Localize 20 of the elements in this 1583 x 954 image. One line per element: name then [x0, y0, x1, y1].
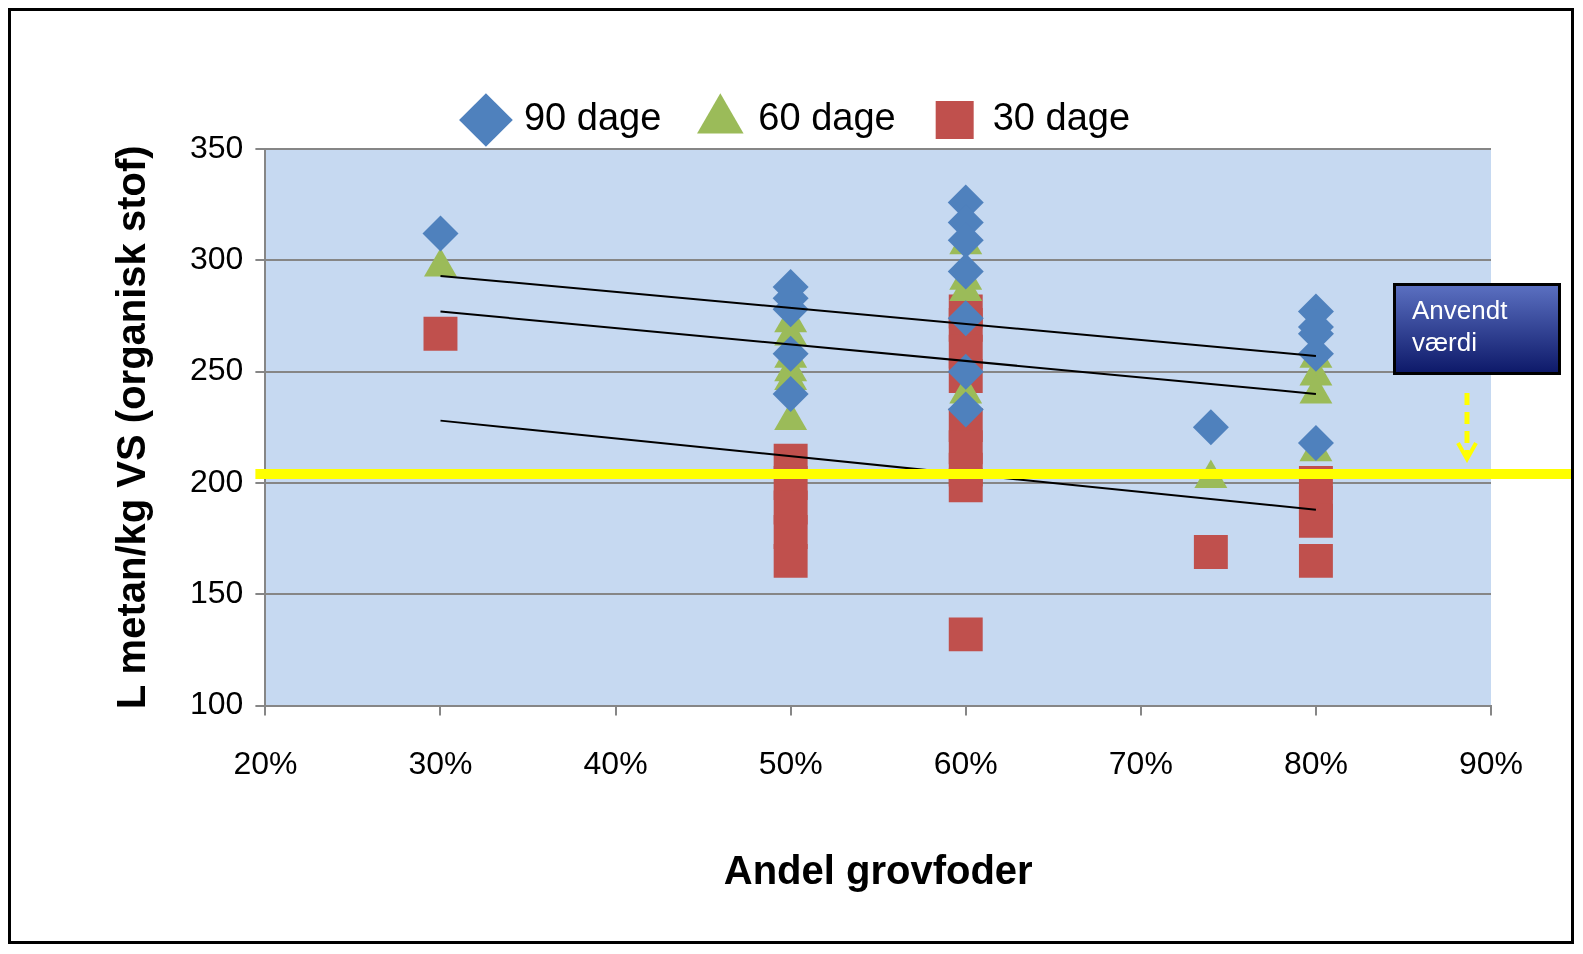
x-tick-label: 90%	[1458, 744, 1524, 781]
y-tick-label: 200	[190, 462, 244, 499]
x-tick-label: 20%	[233, 744, 298, 781]
legend-label: 30 dage	[992, 96, 1131, 139]
annotation: Anvendt værdi	[1393, 283, 1561, 375]
y-axis-title: L metan/kg VS (organisk stof)	[109, 145, 154, 710]
x-tick-label: 40%	[583, 744, 648, 781]
x-tick-label: 30%	[408, 744, 473, 781]
y-tick-label: 250	[190, 351, 244, 388]
x-tick-label: 50%	[758, 744, 823, 781]
x-tick-label: 60%	[933, 744, 998, 781]
legend-label: 90 dage	[523, 96, 662, 139]
y-tick-label: 150	[190, 574, 244, 611]
y-tick-label: 300	[190, 240, 244, 277]
x-tick-label: 70%	[1108, 744, 1173, 781]
y-tick-label: 100	[190, 685, 244, 722]
x-axis-title: Andel grovfoder	[723, 848, 1033, 893]
y-tick-label: 350	[190, 128, 244, 165]
x-tick-label: 80%	[1283, 744, 1348, 781]
legend-label: 60 dage	[758, 96, 896, 139]
